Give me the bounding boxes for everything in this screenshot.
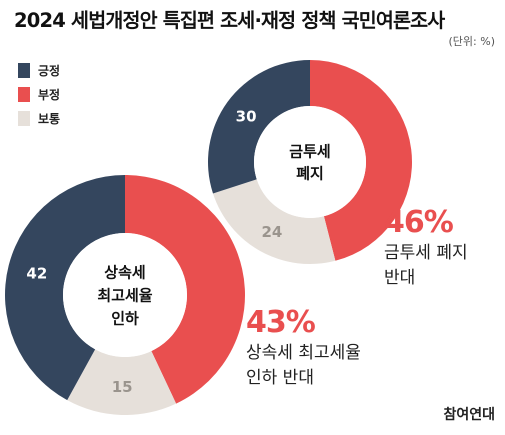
callout-financial-tax-percent: 46% [384,205,454,240]
callout-inheritance-tax-line-2: 인하 반대 [246,368,314,388]
legend-label-positive: 긍정 [38,63,61,78]
center-label-inheritance-tax-0: 상속세 [104,263,145,281]
slice-label-financial-tax-1: 24 [262,223,283,241]
slice-financial-tax-1 [212,179,336,264]
legend-item-neutral: 보통 [18,106,60,130]
slice-inheritance-tax-2 [4,175,125,401]
slice-label-inheritance-tax-1: 15 [112,378,133,396]
donut-hole-financial-tax [254,106,366,218]
chart-title: 2024 세법개정안 특집편 조세·재정 정책 국민여론조사 [14,9,445,32]
unit-label: (단위: %) [448,35,495,48]
legend-swatch-neutral [18,110,30,126]
slice-financial-tax-0 [310,60,412,261]
slice-inheritance-tax-0 [125,175,246,404]
legend-swatch-positive [18,62,30,78]
legend-item-negative: 부정 [18,82,60,106]
slice-label-inheritance-tax-2: 42 [26,264,47,282]
center-label-inheritance-tax-1: 최고세율 [97,286,152,304]
center-label-financial-tax-1: 폐지 [296,164,324,182]
brand-logo-text: 참여연대 [443,407,495,423]
callout-financial-tax-line-2: 반대 [384,268,416,288]
callout-financial-tax-line-1: 금투세 폐지 [384,243,468,263]
callout-inheritance-tax: 43% 상속세 최고세율 인하 반대 [246,305,361,391]
callout-financial-tax: 46% 금투세 폐지 반대 [384,205,468,291]
slice-inheritance-tax-1 [67,349,177,416]
donut-hole-inheritance-tax [63,233,187,357]
slice-label-financial-tax-2: 30 [236,108,257,126]
legend: 긍정 부정 보통 [18,58,60,130]
legend-swatch-negative [18,86,30,102]
legend-label-negative: 부정 [38,87,61,102]
legend-label-neutral: 보통 [38,111,61,126]
callout-inheritance-tax-line-1: 상속세 최고세율 [246,343,361,363]
legend-item-positive: 긍정 [18,58,60,82]
center-label-financial-tax-0: 금투세 [289,142,330,160]
center-label-inheritance-tax-2: 인하 [111,309,139,327]
slice-financial-tax-2 [207,60,310,194]
callout-inheritance-tax-percent: 43% [246,305,316,340]
